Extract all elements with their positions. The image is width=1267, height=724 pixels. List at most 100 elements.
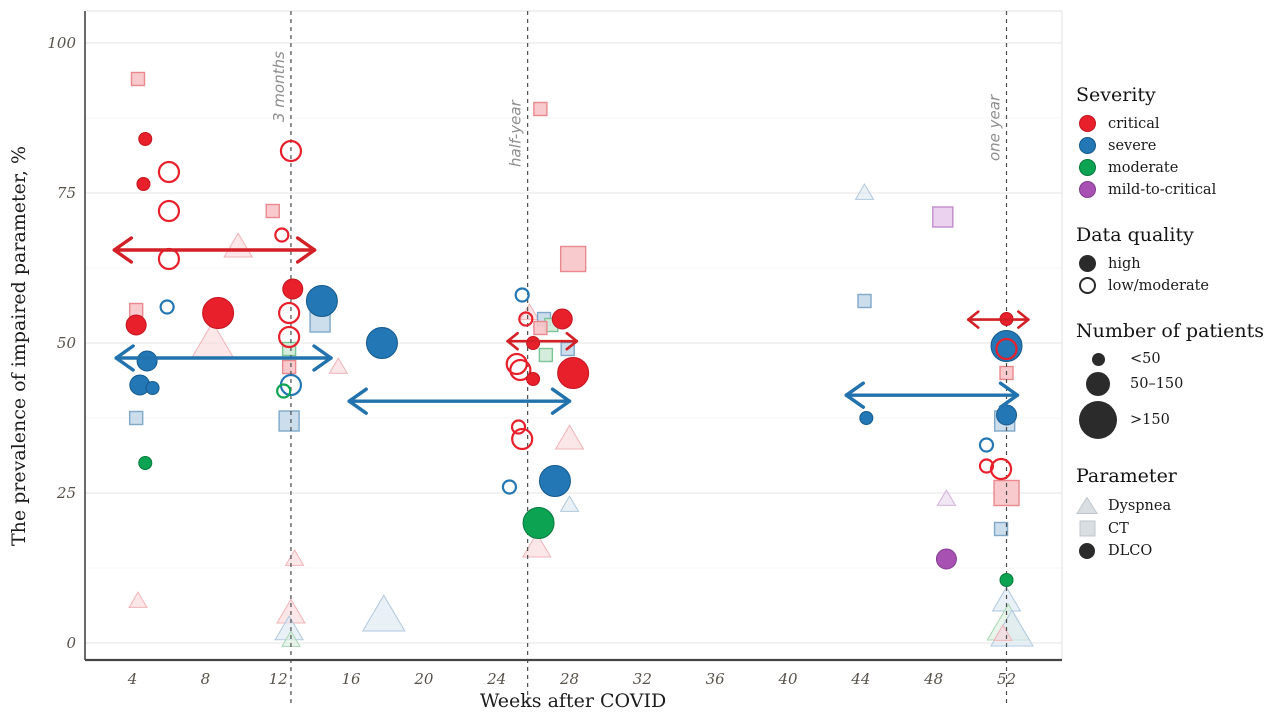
data-point-dlco (510, 419, 527, 435)
data-point-dyspnea (284, 549, 305, 566)
filled-circle-icon (1076, 255, 1098, 272)
data-point-dlco (157, 160, 181, 184)
arrow-head-left (966, 310, 980, 329)
range-arrows (112, 236, 1030, 415)
data-point-ct (130, 71, 146, 87)
severity-critical-dot-icon (1076, 115, 1098, 132)
legend-item-severity-critical: critical (1076, 115, 1264, 132)
legend: Severity critical severe moderate mild-to-c… (1076, 84, 1264, 586)
legend-item-severity-mild-to-critical: mild-to-critical (1076, 181, 1264, 198)
y-tick-label: 25 (56, 484, 76, 502)
legend-item-severity-moderate: moderate (1076, 159, 1264, 176)
y-tick-label: 100 (47, 34, 76, 52)
data-point-dlco (138, 456, 153, 470)
arrow-head-right (295, 236, 317, 264)
range-arrow (114, 344, 333, 372)
data-point-dlco (999, 573, 1014, 587)
arrow-head-left (347, 387, 368, 415)
legend-item-parameter-Dyspnea: Dyspnea (1076, 496, 1264, 515)
legend-item-patients-l: >150 (1076, 401, 1264, 439)
legend-item-label: mild-to-critical (1108, 181, 1217, 198)
range-arrow (966, 310, 1030, 329)
x-tick-label: 16 (341, 670, 361, 688)
legend-item-severity-severe: severe (1076, 137, 1264, 154)
data-point-dyspnea (519, 303, 540, 320)
data-point-ct (533, 101, 548, 117)
legend-item-label: <50 (1130, 351, 1161, 367)
legend-item-parameter-DLCO: DLCO (1076, 542, 1264, 560)
dlco-circle-icon (1076, 542, 1098, 560)
data-point-ct (559, 245, 587, 273)
data-point-dlco (501, 479, 518, 495)
reference-line-label: half-year (507, 99, 525, 167)
data-point-dlco (526, 372, 541, 386)
data-point-dlco (514, 287, 530, 303)
data-point-dlco (274, 227, 290, 243)
data-point-dlco (996, 404, 1018, 426)
range-arrow (506, 331, 579, 351)
data-point-dyspnea (554, 424, 585, 450)
data-point-dlco (157, 199, 181, 223)
legend-item-label: critical (1108, 115, 1160, 132)
data-point-dlco (978, 437, 995, 453)
x-tick-label: 12 (269, 670, 288, 688)
dlco-circle-points (125, 132, 1023, 587)
data-point-ct (281, 341, 297, 357)
range-arrow (844, 381, 1020, 409)
legend-severity-title: Severity (1076, 84, 1156, 106)
legend-item-label: CT (1108, 520, 1129, 537)
legend-item-parameter-CT: CT (1076, 520, 1264, 537)
x-tick-label: 52 (997, 670, 1016, 688)
legend-item-label: high (1108, 255, 1141, 272)
severity-severe-dot-icon (1076, 137, 1098, 154)
data-point-dlco (859, 411, 874, 425)
x-tick-label: 20 (413, 670, 434, 688)
data-point-dlco (538, 465, 571, 497)
legend-number-of-patients-title: Number of patients (1076, 320, 1264, 342)
data-point-dlco (279, 139, 303, 163)
data-point-dlco (989, 457, 1013, 481)
legend-number-of-patients: Number of patients <50 50–150 >150 (1076, 320, 1264, 439)
dyspnea-triangle-icon (1076, 496, 1098, 515)
arrow-head-left (112, 236, 134, 264)
data-point-ct (538, 347, 554, 363)
x-tick-label: 36 (706, 670, 726, 688)
x-axis-title: Weeks after COVID (480, 690, 666, 712)
data-point-dlco (509, 358, 532, 382)
data-point-dyspnea (128, 591, 148, 608)
data-point-dlco (159, 299, 175, 315)
legend-item-quality-low: low/moderate (1076, 277, 1264, 294)
x-tick-label: 32 (633, 670, 652, 688)
arrow-head-left (114, 344, 135, 372)
legend-item-label: 50–150 (1130, 376, 1184, 392)
data-point-dlco (305, 285, 338, 317)
severity-moderate-dot-icon (1076, 159, 1098, 176)
data-point-dlco (511, 427, 534, 451)
data-point-dlco (136, 350, 158, 372)
data-point-dlco (157, 247, 181, 271)
arrow-head-right (998, 381, 1020, 409)
legend-item-label: moderate (1108, 159, 1179, 176)
legend-item-patients-s: <50 (1076, 351, 1264, 367)
y-axis-title: The prevalence of impaired parameter, % (8, 146, 30, 546)
y-tick-label: 0 (66, 634, 76, 652)
patients-size-l-circle-icon (1076, 401, 1120, 439)
arrow-head-right (1017, 310, 1030, 329)
x-tick-label: 28 (559, 670, 579, 688)
x-tick-label: 40 (777, 670, 798, 688)
data-point-dlco (518, 311, 534, 327)
legend-item-label: >150 (1130, 412, 1170, 428)
data-point-ct (857, 293, 872, 309)
data-point-dlco (978, 458, 995, 474)
data-point-dlco (990, 330, 1023, 362)
data-point-dyspnea (521, 532, 552, 558)
range-arrow (347, 387, 572, 415)
data-point-dlco (278, 325, 301, 349)
y-tick-label: 75 (57, 184, 76, 202)
data-point-dyspnea (328, 357, 349, 374)
data-point-dlco (276, 383, 292, 399)
legend-item-quality-high: high (1076, 255, 1264, 272)
reference-line-label: one year (986, 94, 1004, 161)
open-circle-icon (1076, 277, 1098, 294)
